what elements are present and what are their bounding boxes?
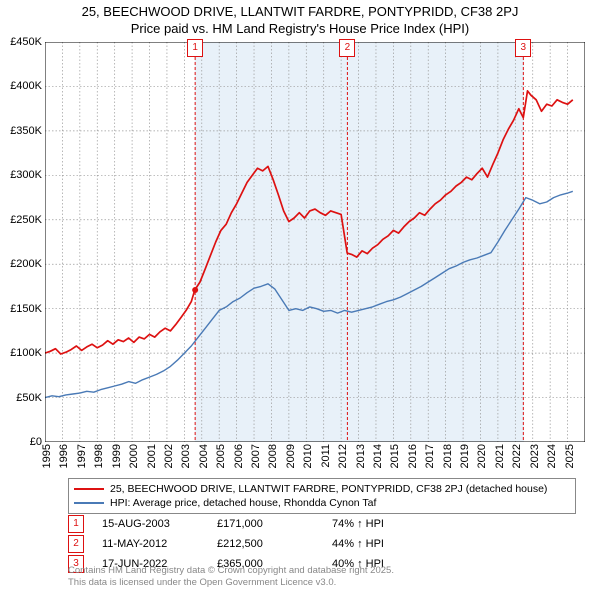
x-tick-label: 2001 (146, 444, 158, 468)
y-tick-label: £450K (10, 36, 42, 48)
x-tick-label: 2015 (389, 444, 401, 468)
x-tick-label: 2006 (233, 444, 245, 468)
y-tick-label: £300K (10, 169, 42, 181)
x-tick-label: 2025 (564, 444, 576, 468)
x-tick-label: 1998 (93, 444, 105, 468)
x-tick-label: 2010 (302, 444, 314, 468)
x-tick-label: 2014 (372, 444, 384, 468)
x-tick-label: 2007 (250, 444, 262, 468)
y-tick-label: £200K (10, 258, 42, 270)
legend-label: HPI: Average price, detached house, Rhon… (110, 497, 376, 509)
sale-price: £171,000 (217, 518, 332, 530)
x-tick-label: 2008 (267, 444, 279, 468)
sale-marker-1: 1 (187, 39, 203, 57)
y-axis: £0£50K£100K£150K£200K£250K£300K£350K£400… (0, 42, 44, 442)
y-tick-label: £100K (10, 347, 42, 359)
chart-container: 25, BEECHWOOD DRIVE, LLANTWIT FARDRE, PO… (0, 0, 600, 590)
x-tick-label: 2013 (355, 444, 367, 468)
sale-price: £212,500 (217, 538, 332, 550)
y-tick-label: £150K (10, 303, 42, 315)
y-tick-label: £350K (10, 125, 42, 137)
title-line-2: Price paid vs. HM Land Registry's House … (0, 21, 600, 38)
sale-row-marker: 1 (68, 515, 84, 533)
x-tick-label: 2002 (163, 444, 175, 468)
footnote: Contains HM Land Registry data © Crown c… (68, 565, 394, 588)
sale-row: 2 11-MAY-2012£212,50044% ↑ HPI (68, 534, 432, 554)
x-tick-label: 1996 (58, 444, 70, 468)
x-tick-label: 2024 (546, 444, 558, 468)
legend-row: 25, BEECHWOOD DRIVE, LLANTWIT FARDRE, PO… (74, 482, 570, 496)
x-tick-label: 2000 (128, 444, 140, 468)
footnote-line-2: This data is licensed under the Open Gov… (68, 577, 394, 588)
y-tick-label: £50K (16, 392, 42, 404)
title-line-1: 25, BEECHWOOD DRIVE, LLANTWIT FARDRE, PO… (0, 4, 600, 21)
x-tick-label: 1999 (111, 444, 123, 468)
x-tick-label: 2022 (511, 444, 523, 468)
x-tick-label: 2017 (424, 444, 436, 468)
x-tick-label: 2012 (337, 444, 349, 468)
legend: 25, BEECHWOOD DRIVE, LLANTWIT FARDRE, PO… (68, 478, 576, 514)
x-tick-label: 2020 (476, 444, 488, 468)
legend-label: 25, BEECHWOOD DRIVE, LLANTWIT FARDRE, PO… (110, 483, 547, 495)
sale-date: 15-AUG-2003 (102, 518, 217, 530)
x-tick-label: 2009 (285, 444, 297, 468)
sale-marker-3: 3 (515, 39, 531, 57)
chart-title: 25, BEECHWOOD DRIVE, LLANTWIT FARDRE, PO… (0, 0, 600, 38)
x-tick-label: 2023 (529, 444, 541, 468)
sale-row: 1 15-AUG-2003£171,00074% ↑ HPI (68, 514, 432, 534)
sale-date: 11-MAY-2012 (102, 538, 217, 550)
x-tick-label: 2005 (215, 444, 227, 468)
legend-swatch (74, 502, 104, 504)
sale-row-marker: 2 (68, 535, 84, 553)
x-tick-label: 2011 (320, 444, 332, 468)
footnote-line-1: Contains HM Land Registry data © Crown c… (68, 565, 394, 576)
y-tick-label: £250K (10, 214, 42, 226)
legend-swatch (74, 488, 104, 490)
x-tick-label: 2018 (442, 444, 454, 468)
legend-row: HPI: Average price, detached house, Rhon… (74, 496, 570, 510)
chart-svg (45, 42, 585, 442)
x-tick-label: 2004 (198, 444, 210, 468)
plot-area: 1 2 3 (45, 42, 585, 442)
sale-comparison: 44% ↑ HPI (332, 538, 432, 550)
sale-marker-2: 2 (339, 39, 355, 57)
x-tick-label: 2019 (459, 444, 471, 468)
x-tick-label: 2021 (494, 444, 506, 468)
x-tick-label: 1995 (41, 444, 53, 468)
x-tick-label: 2016 (407, 444, 419, 468)
y-tick-label: £400K (10, 80, 42, 92)
sale-comparison: 74% ↑ HPI (332, 518, 432, 530)
x-tick-label: 1997 (76, 444, 88, 468)
x-tick-label: 2003 (180, 444, 192, 468)
